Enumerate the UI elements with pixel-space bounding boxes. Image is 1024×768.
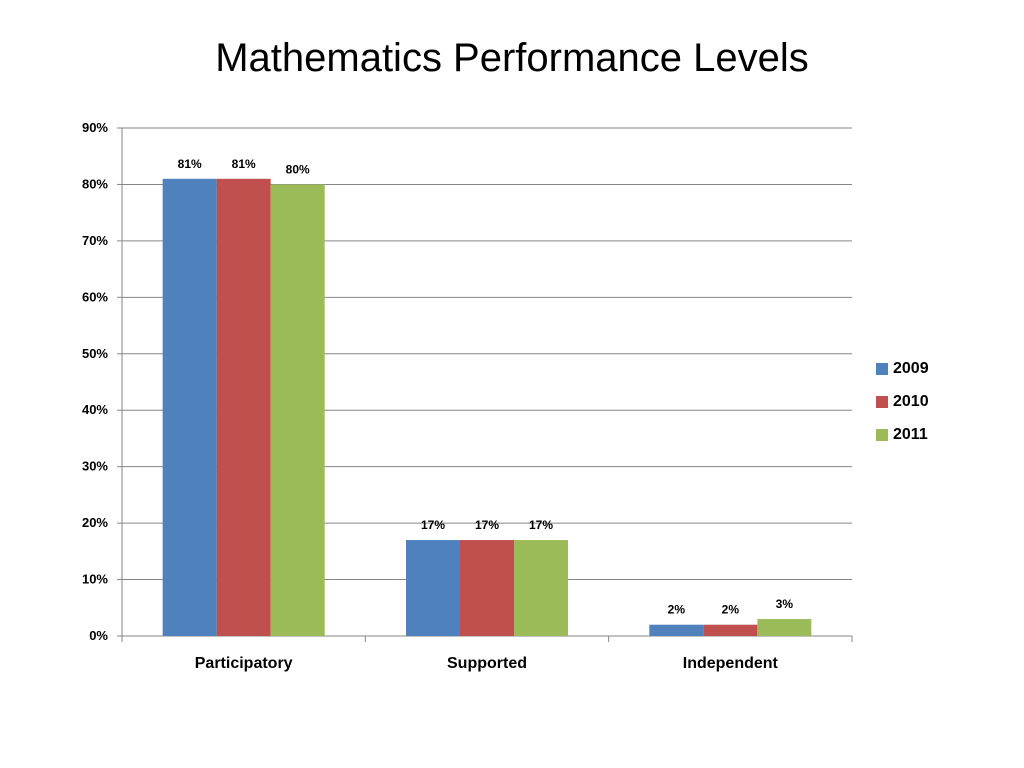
y-tick-label: 60%	[82, 289, 108, 304]
category-label: Participatory	[195, 655, 293, 672]
legend-swatch	[876, 395, 888, 408]
legend-label: 2009	[893, 359, 929, 377]
legend-label: 2011	[893, 425, 928, 443]
y-tick-label: 10%	[82, 572, 108, 587]
y-tick-label: 0%	[89, 628, 108, 643]
y-tick-label: 30%	[82, 459, 108, 474]
data-label: 3%	[776, 597, 794, 611]
legend-swatch	[876, 362, 888, 375]
data-label: 17%	[529, 518, 553, 532]
data-label: 80%	[286, 162, 310, 176]
bar	[162, 178, 217, 637]
y-tick-label: 90%	[82, 120, 108, 135]
category-label: Independent	[683, 655, 779, 672]
y-tick-label: 20%	[82, 515, 108, 530]
y-tick-label: 80%	[82, 176, 108, 191]
legend-item: 2011	[876, 418, 929, 451]
y-tick-label: 40%	[82, 402, 108, 417]
bar	[703, 624, 758, 636]
category-label: Supported	[447, 655, 527, 672]
legend-item: 2009	[876, 352, 929, 385]
data-label: 2%	[668, 603, 686, 617]
data-label: 17%	[421, 518, 445, 532]
bar	[216, 178, 271, 637]
bar	[649, 624, 704, 636]
y-tick-label: 70%	[82, 233, 108, 248]
bar	[406, 540, 460, 636]
legend-item: 2010	[876, 385, 929, 418]
bar	[270, 184, 325, 636]
chart-title: Mathematics Performance Levels	[215, 36, 809, 80]
data-label: 17%	[475, 518, 499, 532]
data-label: 81%	[178, 157, 202, 171]
data-label: 81%	[232, 157, 256, 171]
bar	[460, 540, 514, 636]
bar	[514, 540, 568, 636]
bar	[757, 619, 812, 636]
y-tick-label: 50%	[82, 346, 108, 361]
data-label: 2%	[722, 603, 740, 617]
legend-label: 2010	[893, 392, 929, 410]
legend: 2009 2010 2011	[876, 352, 929, 451]
legend-swatch	[876, 428, 888, 441]
